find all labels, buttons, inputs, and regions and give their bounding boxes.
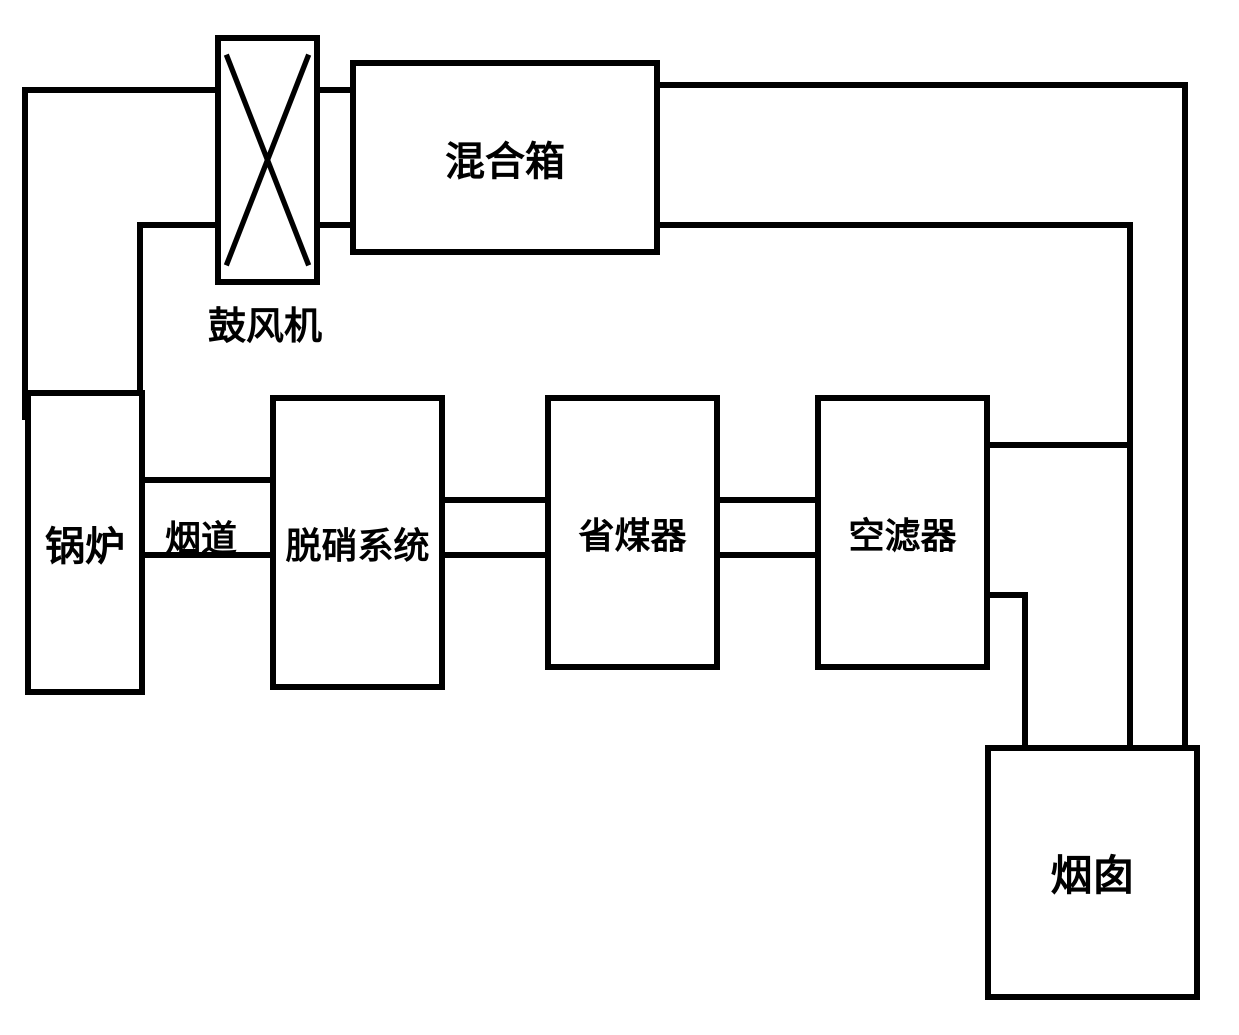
diagram-canvas: 锅炉 混合箱 脱硝系统 省煤器 空滤器 烟囱 鼓风机 烟道 (0, 0, 1239, 1035)
node-denox: 脱硝系统 (270, 395, 445, 690)
node-chimney: 烟囱 (985, 745, 1200, 1000)
node-chimney-label: 烟囱 (1050, 842, 1134, 903)
node-blower (215, 35, 320, 285)
node-denox-label: 脱硝系统 (285, 517, 429, 569)
blower-caption: 鼓风机 (208, 295, 322, 350)
blower-cross-icon (221, 41, 314, 279)
node-econ-label: 省煤器 (578, 507, 686, 559)
node-boiler: 锅炉 (25, 390, 145, 695)
flue-caption: 烟道 (165, 510, 237, 562)
node-boiler-label: 锅炉 (45, 514, 125, 572)
node-mixbox-label: 混合箱 (445, 129, 565, 187)
node-mixbox: 混合箱 (350, 60, 660, 255)
node-filter: 空滤器 (815, 395, 990, 670)
node-econ: 省煤器 (545, 395, 720, 670)
node-filter-label: 空滤器 (848, 507, 956, 559)
